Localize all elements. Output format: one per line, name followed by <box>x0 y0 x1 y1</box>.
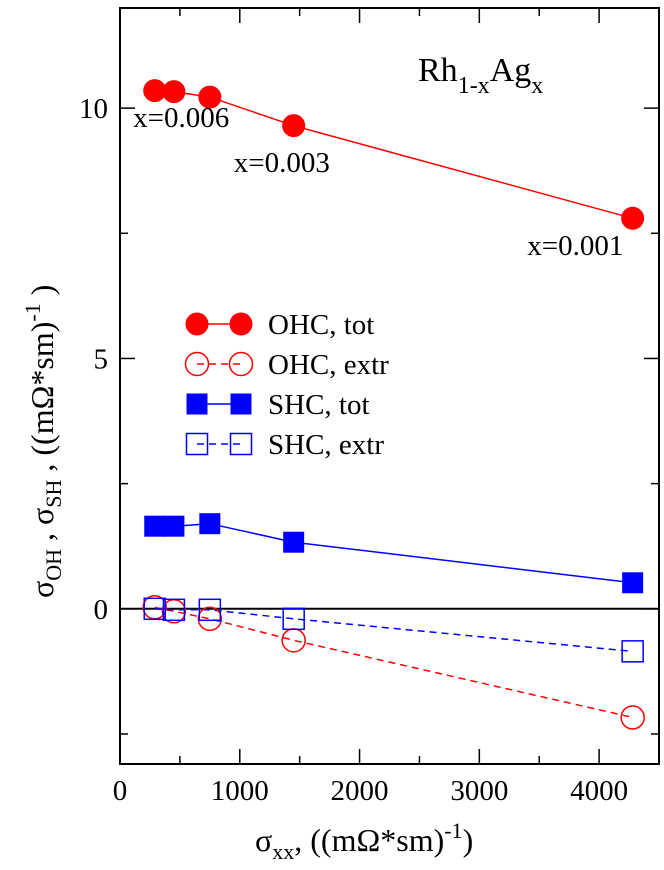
chart-title: Rh1-xAgx <box>418 52 543 99</box>
y-tick-label: 5 <box>94 343 109 375</box>
legend-marker-1 <box>184 351 210 377</box>
series-line-1 <box>154 606 633 719</box>
series-1-point <box>281 628 306 653</box>
series-3-point <box>198 598 222 622</box>
legend-label-3: SHC, extr <box>268 429 384 461</box>
annotation-label: x=0.006 <box>133 102 229 134</box>
legend-marker-1 <box>228 351 254 377</box>
series-2-point <box>163 515 185 537</box>
annotation-label: x=0.003 <box>234 147 330 179</box>
series-line-3 <box>154 608 633 653</box>
annotation-label: x=0.001 <box>527 230 623 262</box>
series-line-2 <box>154 522 633 584</box>
legend-marker-3 <box>185 432 209 456</box>
x-axis-label: σxx, ((mΩ*sm)-1) <box>255 818 473 864</box>
series-2-point <box>144 515 166 537</box>
series-2-point <box>283 531 305 553</box>
legend-label-0: OHC, tot <box>268 309 374 341</box>
series-3-point <box>282 607 305 631</box>
series-1-point <box>620 705 645 730</box>
legend-label-1: OHC, extr <box>268 349 389 381</box>
legend-marker-0 <box>185 312 209 336</box>
legend-marker-2 <box>186 393 208 415</box>
series-0-point <box>162 80 186 104</box>
series-2-point <box>622 572 644 594</box>
legend-marker-0 <box>229 312 253 336</box>
plot-frame <box>119 7 660 765</box>
x-tick-label: 2000 <box>331 775 389 807</box>
x-tick-label: 0 <box>113 775 128 807</box>
series-3-point <box>162 598 186 622</box>
series-0-point <box>198 85 222 109</box>
series-0-point <box>282 114 306 138</box>
y-axis-label: σOH , σSH , ((mΩ*sm)-1 ) <box>20 285 66 598</box>
x-tick-label: 1000 <box>211 775 269 807</box>
series-2-point <box>199 513 221 535</box>
series-0-point <box>621 206 645 230</box>
y-tick-label: 10 <box>79 93 108 125</box>
series-0-point <box>143 79 167 103</box>
legend-marker-2 <box>230 393 252 415</box>
legend-label-2: SHC, tot <box>268 389 370 421</box>
legend-marker-3 <box>229 432 253 456</box>
y-tick-label: 0 <box>94 594 109 626</box>
series-3-point <box>621 640 644 663</box>
series-3-point <box>143 597 166 621</box>
x-tick-label: 3000 <box>450 775 508 807</box>
series-1-point <box>197 606 223 632</box>
x-tick-label: 4000 <box>570 775 628 807</box>
